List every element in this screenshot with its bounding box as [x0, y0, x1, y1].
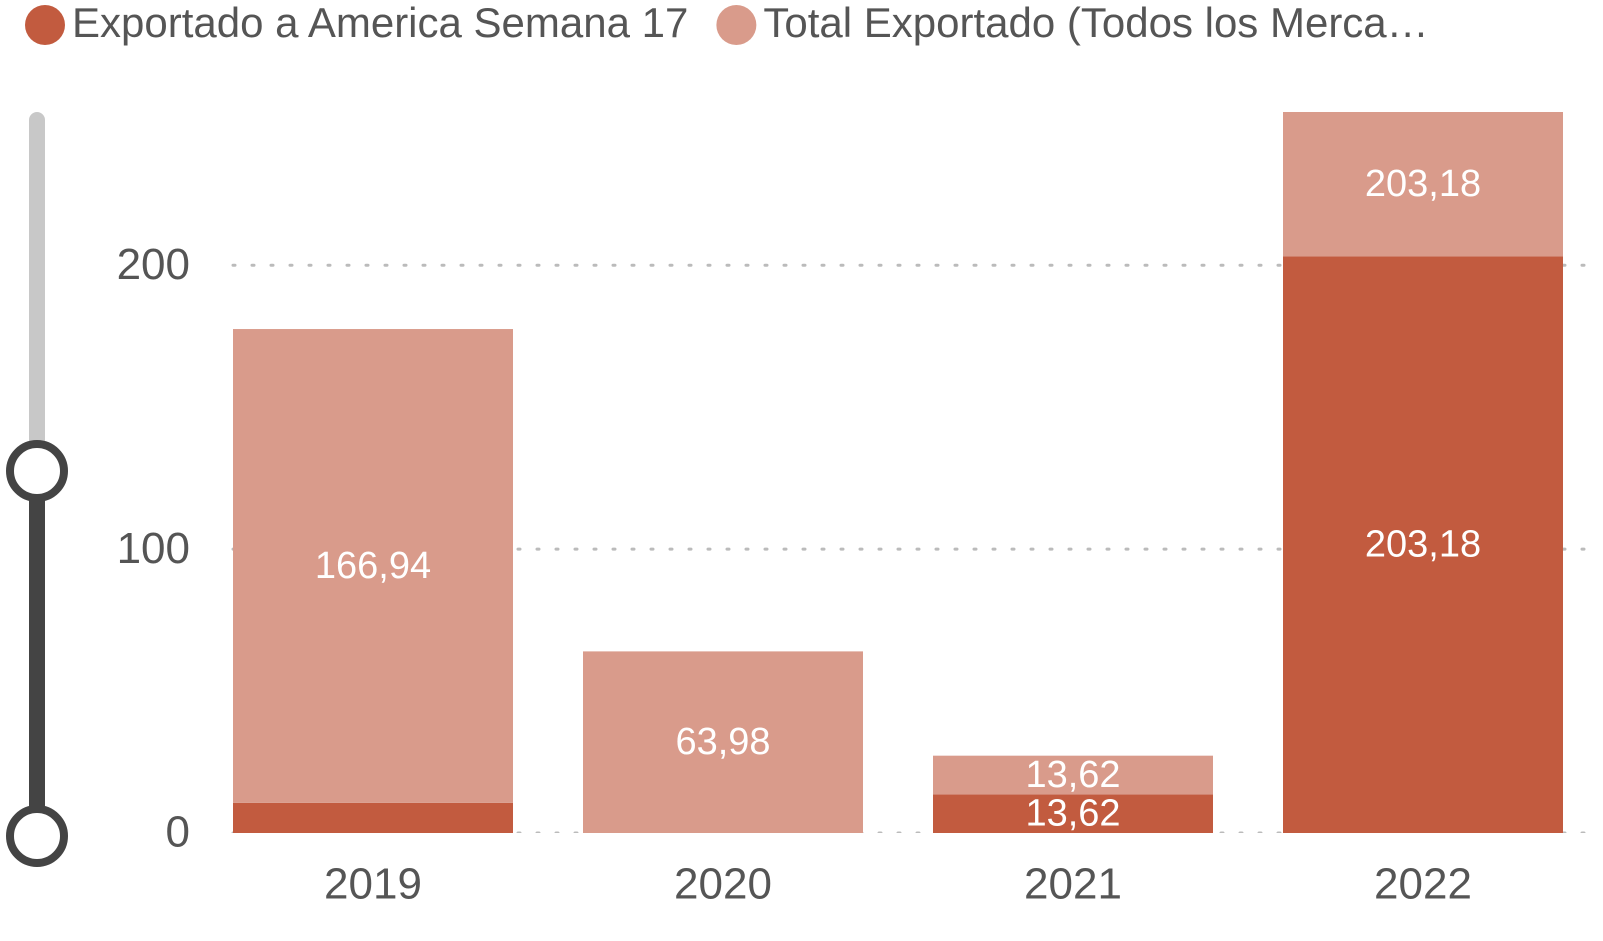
legend-label: Exportado a America Semana 17	[72, 0, 688, 46]
bar-segment	[1283, 112, 1563, 257]
y-tick-label: 0	[166, 808, 190, 857]
legend-item: Exportado a America Semana 17	[25, 0, 688, 46]
x-tick-label: 2022	[1374, 860, 1472, 909]
bar-segment	[933, 755, 1213, 795]
plot-area	[231, 112, 1600, 833]
data-label: 13,62	[1025, 793, 1120, 835]
bar-segment	[233, 329, 513, 803]
y-tick-label: 100	[117, 524, 190, 573]
slider-handle[interactable]	[6, 805, 68, 867]
data-label: 203,18	[1365, 524, 1481, 566]
bar-segment	[233, 802, 513, 833]
y-tick-label: 200	[117, 240, 190, 289]
x-tick-label: 2020	[674, 860, 772, 909]
legend-item: Total Exportado (Todos los Merca…	[716, 0, 1429, 46]
x-tick-label: 2021	[1024, 860, 1122, 909]
bar-segment	[933, 794, 1213, 833]
bar-segment	[583, 651, 863, 833]
legend-label: Total Exportado (Todos los Merca…	[763, 0, 1428, 46]
data-label: 63,98	[675, 721, 770, 763]
data-label: 166,94	[315, 545, 431, 587]
x-tick-label: 2019	[324, 860, 422, 909]
data-label: 203,18	[1365, 163, 1481, 205]
legend-swatch	[25, 5, 65, 45]
bar-segment	[1283, 256, 1563, 833]
y-range-slider[interactable]	[6, 112, 68, 867]
slider-handle[interactable]	[6, 440, 68, 502]
legend-swatch	[716, 5, 757, 45]
data-label: 13,62	[1025, 754, 1120, 796]
